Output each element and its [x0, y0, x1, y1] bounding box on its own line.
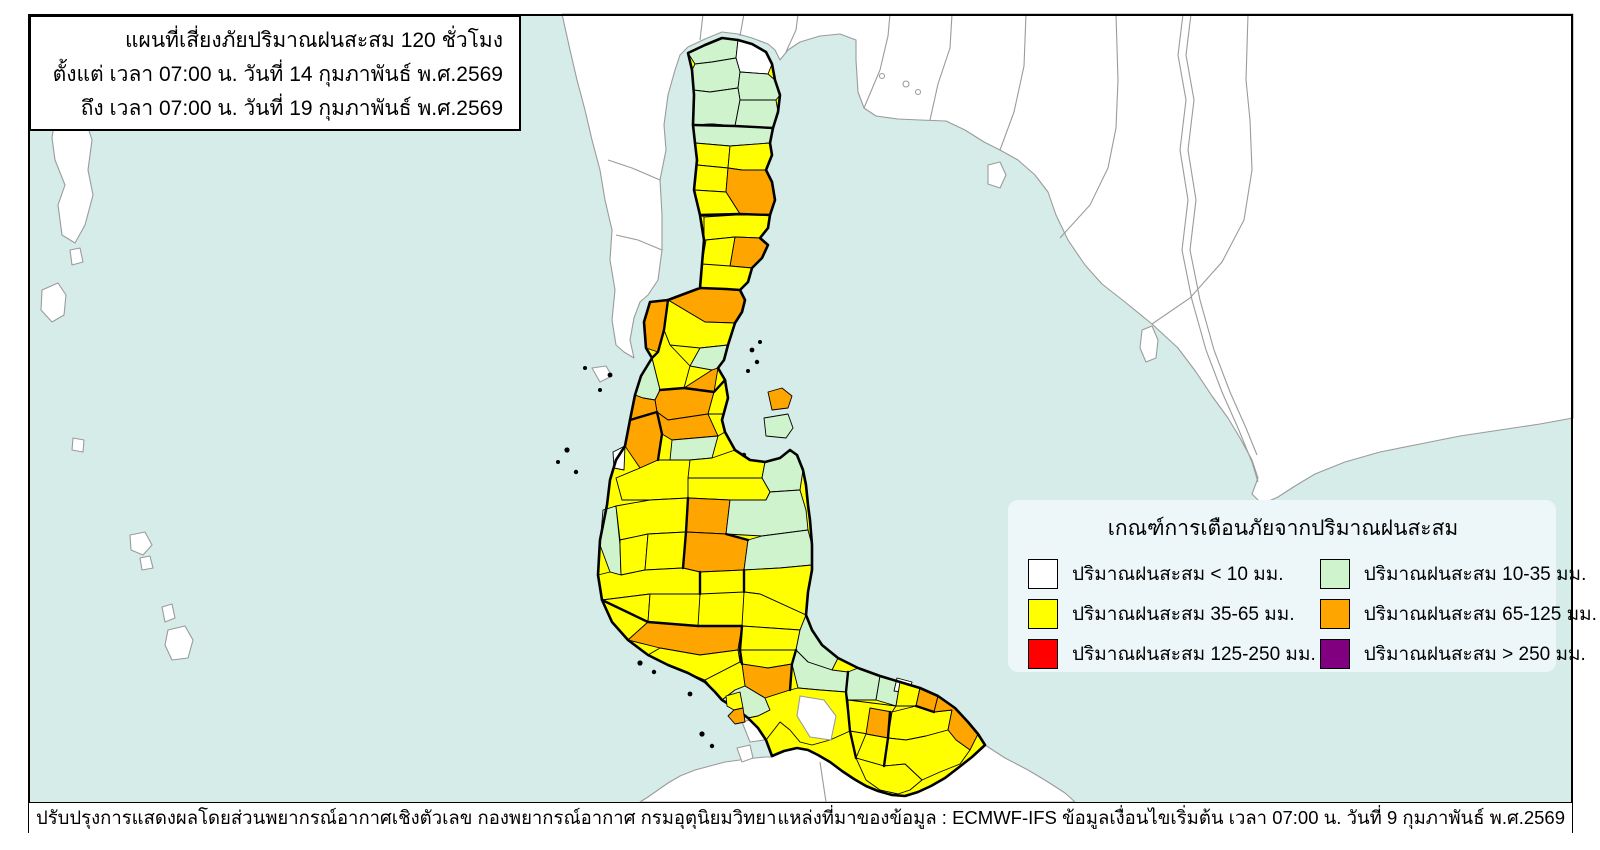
thailand-outline — [596, 36, 987, 798]
legend-item-lt10: ปริมาณฝนสะสม < 10 มม. — [1028, 555, 1316, 593]
legend-swatch-white — [1028, 559, 1058, 589]
map-title-line1: แผนที่เสี่ยงภัยปริมาณฝนสะสม 120 ชั่วโมง — [124, 29, 503, 52]
legend-swatch-purple — [1319, 639, 1350, 669]
legend-label: ปริมาณฝนสะสม 35-65 มม. — [1072, 604, 1295, 625]
legend-swatch-yellow — [1028, 599, 1058, 629]
songkhla-lake — [796, 695, 837, 741]
province-borders — [600, 123, 936, 768]
legend-item-35-65: ปริมาณฝนสะสม 35-65 มม. — [1028, 595, 1316, 633]
thai-islands — [556, 340, 794, 749]
legend-item-10-35: ปริมาณฝนสะสม 10-35 มม. — [1319, 555, 1597, 593]
legend-label: ปริมาณฝนสะสม < 10 มม. — [1072, 564, 1284, 585]
legend-swatch-red — [1028, 639, 1058, 669]
legend-item-65-125: ปริมาณฝนสะสม 65-125 มม. — [1319, 595, 1597, 633]
legend-swatch-orange — [1319, 599, 1350, 629]
legend-title: เกณฑ์การเตือนภัยจากปริมาณฝนสะสม — [1107, 517, 1459, 540]
legend-swatch-green — [1319, 559, 1350, 589]
legend-item-gt250: ปริมาณฝนสะสม > 250 มม. — [1319, 635, 1597, 673]
map-title-line3: ถึง เวลา 07:00 น. วันที่ 19 กุมภาพันธ์ พ… — [80, 97, 503, 120]
offshore-islands — [40, 72, 1159, 661]
district-polygons — [597, 37, 979, 795]
legend-box: เกณฑ์การเตือนภัยจากปริมาณฝนสะสม ปริมาณฝน… — [1008, 500, 1597, 673]
footer-bar: ปรับปรุงการแสดงผลโดยส่วนพยากรณ์อากาศเชิง… — [29, 802, 1572, 833]
legend-label: ปริมาณฝนสะสม > 250 มม. — [1363, 644, 1586, 665]
legend-label: ปริมาณฝนสะสม 125-250 มม. — [1072, 644, 1316, 665]
legend-label: ปริมาณฝนสะสม 10-35 มม. — [1363, 564, 1587, 585]
legend-label: ปริมาณฝนสะสม 65-125 มม. — [1363, 604, 1597, 625]
map-title-box: แผนที่เสี่ยงภัยปริมาณฝนสะสม 120 ชั่วโมง … — [29, 15, 521, 131]
footer-credit: ปรับปรุงการแสดงผลโดยส่วนพยากรณ์อากาศเชิง… — [36, 806, 777, 828]
footer-data-source: แหล่งที่มาของข้อมูล : ECMWF-IFS ข้อมูลเง… — [777, 806, 1565, 828]
map-title-line2: ตั้งแต่ เวลา 07:00 น. วันที่ 14 กุมภาพัน… — [52, 63, 503, 86]
neighbor-landmass — [561, 13, 1574, 505]
legend-item-125-250: ปริมาณฝนสะสม 125-250 มม. — [1028, 635, 1316, 673]
legend-grid: ปริมาณฝนสะสม < 10 มม. ปริมาณฝนสะสม 10-35… — [1028, 555, 1597, 673]
